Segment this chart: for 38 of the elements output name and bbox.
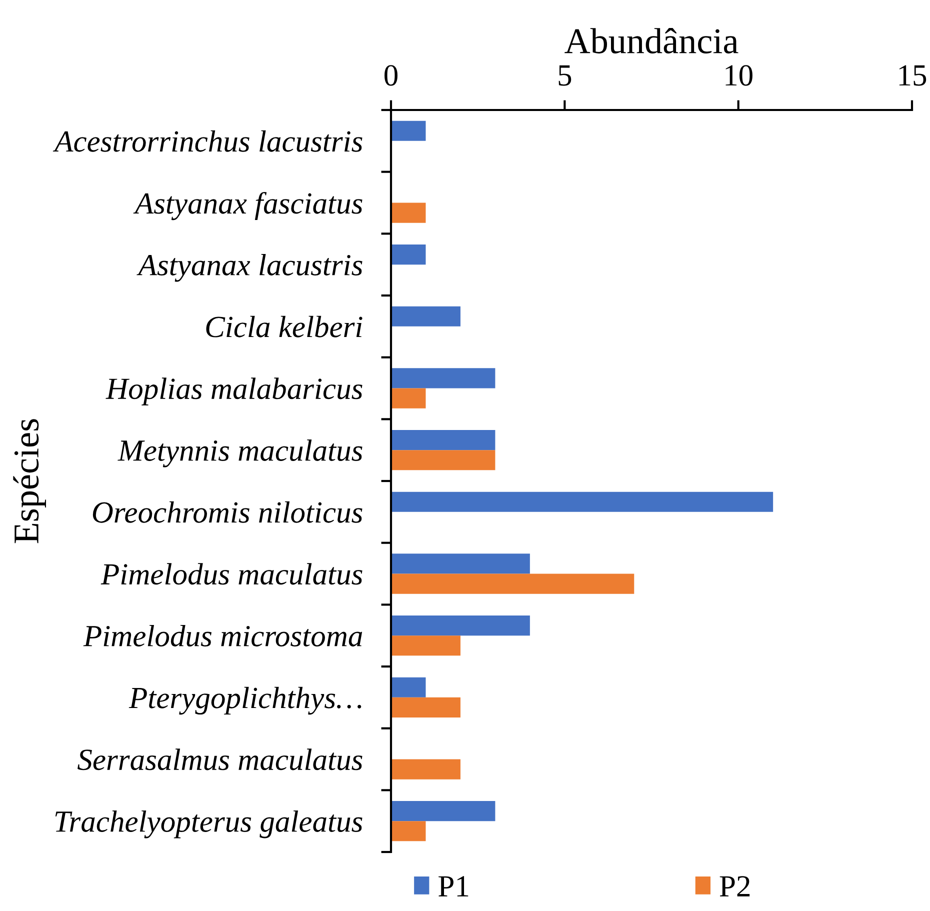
bar xyxy=(391,615,530,636)
bar xyxy=(391,244,426,265)
y-tick-label: Astyanax lacustris xyxy=(136,254,362,282)
x-tick-label: 15 xyxy=(899,65,926,86)
bar xyxy=(391,574,634,594)
legend-label: P1 xyxy=(438,876,468,896)
bar xyxy=(391,492,774,512)
y-tick-label: Pimelodus maculatus xyxy=(100,563,362,585)
y-tick-label: Pterygoplichthys… xyxy=(128,686,362,715)
y-tick-label: Oreochromis niloticus xyxy=(92,501,362,523)
bar xyxy=(391,306,460,326)
y-tick-label: Astyanax fasciatus xyxy=(133,192,362,220)
x-tick-label: 10 xyxy=(726,65,752,86)
bar xyxy=(391,120,426,141)
bar xyxy=(391,368,496,388)
bar xyxy=(391,202,426,223)
bar xyxy=(391,450,496,470)
bar xyxy=(391,800,496,822)
bar xyxy=(391,430,496,450)
legend-label: P2 xyxy=(720,876,750,896)
x-tick-label: 0 xyxy=(384,65,398,86)
y-tick-label: Serrasalmus maculatus xyxy=(78,748,362,770)
y-tick-label: Metynnis maculatus xyxy=(118,439,362,468)
y-tick-label: Hoplias malabaricus xyxy=(106,378,362,406)
y-tick-label: Acestrorrinchus lacustris xyxy=(52,130,362,152)
bar xyxy=(391,388,426,408)
x-axis-title: Abundância xyxy=(564,28,738,54)
y-tick-label: Pimelodus microstoma xyxy=(83,624,362,647)
y-tick-label: Trachelyopterus galeatus xyxy=(55,810,362,838)
y-axis-title: Espécies xyxy=(13,419,46,544)
x-tick-label: 5 xyxy=(558,65,572,86)
bar xyxy=(391,554,530,574)
bar xyxy=(391,821,426,842)
bar xyxy=(391,759,460,780)
bar xyxy=(391,677,426,698)
bar xyxy=(391,697,460,718)
y-tick-label: Cicla kelberi xyxy=(206,316,362,338)
bar xyxy=(391,636,460,656)
